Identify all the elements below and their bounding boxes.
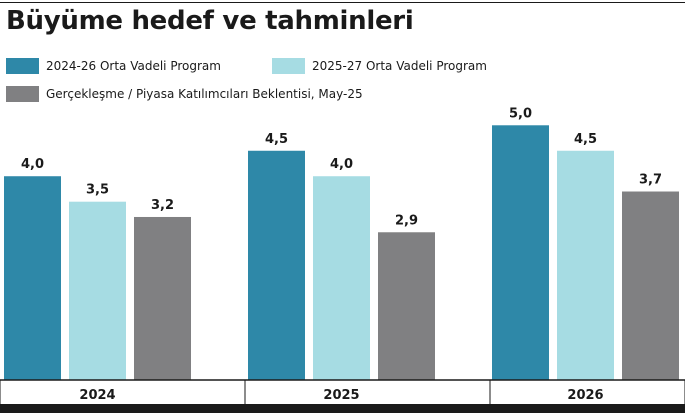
value-label-2026-series-1: 5,0 bbox=[509, 106, 532, 121]
legend-label-series-2: 2025-27 Orta Vadeli Program bbox=[312, 59, 487, 73]
value-label-2024-series-2: 3,5 bbox=[86, 183, 109, 198]
legend-item-series-3: Gerçekleşme / Piyasa Katılımcıları Bekle… bbox=[6, 86, 363, 102]
bar-2026-series-3 bbox=[622, 191, 679, 380]
value-label-2026-series-3: 3,7 bbox=[639, 173, 662, 188]
legend-item-series-1: 2024-26 Orta Vadeli Program bbox=[6, 58, 221, 74]
chart-title: Büyüme hedef ve tahminleri bbox=[6, 6, 414, 36]
category-label-2026: 2026 bbox=[567, 388, 603, 403]
bar-2025-series-3 bbox=[378, 232, 435, 380]
value-label-2025-series-2: 4,0 bbox=[330, 157, 353, 172]
bar-2025-series-1 bbox=[248, 150, 305, 380]
category-label-2024: 2024 bbox=[79, 388, 115, 403]
legend-label-series-1: 2024-26 Orta Vadeli Program bbox=[46, 59, 221, 73]
value-label-2026-series-2: 4,5 bbox=[574, 132, 597, 147]
bar-2026-series-2 bbox=[557, 150, 614, 380]
legend-swatch-series-3 bbox=[6, 86, 39, 102]
legend-label-series-3: Gerçekleşme / Piyasa Katılımcıları Bekle… bbox=[46, 87, 363, 101]
value-label-2024-series-1: 4,0 bbox=[21, 157, 44, 172]
bar-2025-series-2 bbox=[313, 176, 370, 380]
value-label-2025-series-1: 4,5 bbox=[265, 132, 288, 147]
top-rule bbox=[0, 2, 685, 3]
value-label-2025-series-3: 2,9 bbox=[395, 213, 418, 228]
bar-2024-series-1 bbox=[4, 176, 61, 380]
bar-2024-series-2 bbox=[69, 201, 126, 380]
category-label-2025: 2025 bbox=[323, 388, 359, 403]
value-label-2024-series-3: 3,2 bbox=[151, 198, 174, 213]
legend-swatch-series-2 bbox=[272, 58, 305, 74]
bar-2024-series-3 bbox=[134, 216, 191, 380]
bar-2026-series-1 bbox=[492, 125, 549, 380]
bottom-bar bbox=[0, 404, 685, 413]
legend-item-series-2: 2025-27 Orta Vadeli Program bbox=[272, 58, 487, 74]
legend-swatch-series-1 bbox=[6, 58, 39, 74]
